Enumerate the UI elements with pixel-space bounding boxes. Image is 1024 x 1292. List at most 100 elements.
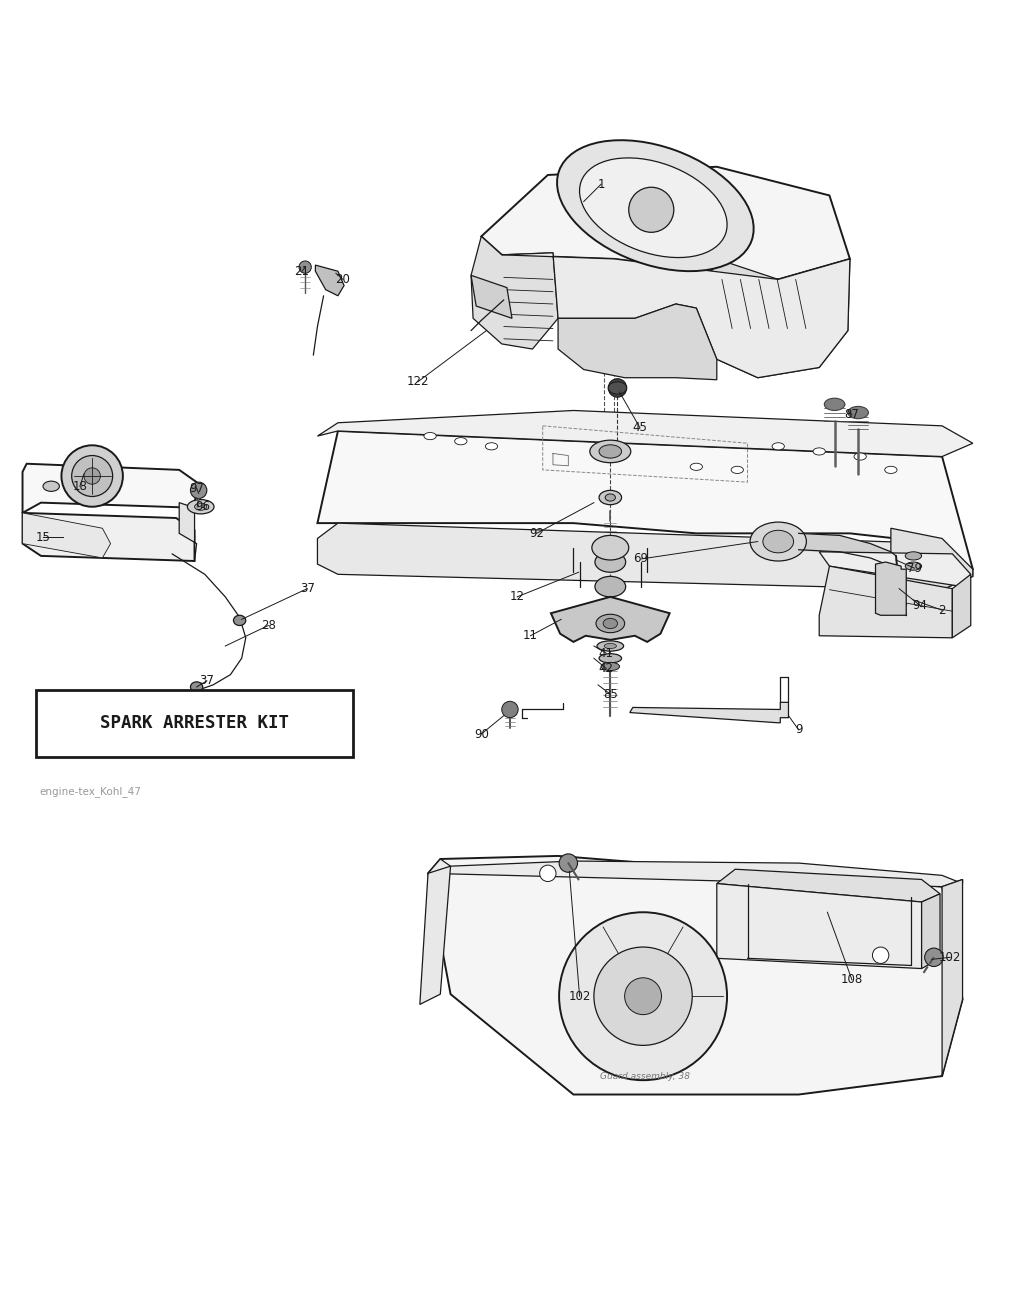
- Polygon shape: [942, 880, 963, 1076]
- Circle shape: [925, 948, 943, 966]
- Text: 41: 41: [599, 647, 613, 660]
- Text: 20: 20: [336, 273, 350, 286]
- Text: 42: 42: [599, 662, 613, 674]
- Ellipse shape: [885, 466, 897, 473]
- Ellipse shape: [878, 593, 903, 609]
- Ellipse shape: [824, 398, 845, 411]
- Polygon shape: [179, 503, 197, 561]
- Text: 94: 94: [912, 598, 927, 611]
- Polygon shape: [317, 523, 973, 589]
- Ellipse shape: [596, 614, 625, 633]
- Ellipse shape: [599, 444, 622, 459]
- Polygon shape: [551, 597, 670, 642]
- Text: engine-tex_Kohl_47: engine-tex_Kohl_47: [39, 786, 140, 797]
- Text: 85: 85: [603, 687, 617, 700]
- Polygon shape: [471, 275, 512, 318]
- Text: 102: 102: [568, 990, 591, 1003]
- Circle shape: [190, 482, 207, 499]
- Text: 87: 87: [845, 408, 859, 421]
- Polygon shape: [717, 884, 922, 969]
- Ellipse shape: [43, 481, 59, 491]
- Ellipse shape: [603, 619, 617, 629]
- Text: 97: 97: [189, 482, 204, 495]
- Ellipse shape: [424, 433, 436, 439]
- Ellipse shape: [905, 552, 922, 559]
- Polygon shape: [420, 866, 451, 1004]
- Text: 122: 122: [407, 375, 429, 389]
- Ellipse shape: [597, 641, 624, 651]
- Polygon shape: [471, 236, 558, 349]
- Text: 12: 12: [510, 590, 524, 603]
- Text: 11: 11: [523, 629, 538, 642]
- Circle shape: [72, 456, 113, 496]
- Text: 2: 2: [938, 603, 946, 616]
- Polygon shape: [317, 411, 973, 456]
- Circle shape: [872, 947, 889, 964]
- Ellipse shape: [854, 453, 866, 460]
- Polygon shape: [696, 258, 850, 377]
- Text: 15: 15: [36, 531, 50, 544]
- Text: 92: 92: [529, 527, 544, 540]
- Ellipse shape: [731, 466, 743, 473]
- Text: 21: 21: [295, 265, 309, 278]
- Text: 9: 9: [795, 724, 803, 736]
- Ellipse shape: [763, 530, 794, 553]
- Ellipse shape: [848, 407, 868, 419]
- Text: 29: 29: [216, 724, 230, 736]
- Polygon shape: [317, 432, 973, 589]
- Circle shape: [608, 379, 627, 397]
- Text: 79: 79: [907, 562, 922, 575]
- Text: 28: 28: [261, 619, 275, 632]
- Polygon shape: [23, 513, 195, 561]
- Ellipse shape: [455, 438, 467, 444]
- Ellipse shape: [690, 464, 702, 470]
- Circle shape: [540, 866, 556, 881]
- Ellipse shape: [601, 663, 620, 671]
- Ellipse shape: [233, 615, 246, 625]
- Ellipse shape: [905, 562, 922, 570]
- Circle shape: [559, 854, 578, 872]
- Polygon shape: [819, 552, 971, 587]
- Ellipse shape: [608, 382, 627, 394]
- Circle shape: [61, 446, 123, 506]
- Ellipse shape: [772, 443, 784, 450]
- Polygon shape: [502, 253, 850, 377]
- Text: SPARK ARRESTER KIT: SPARK ARRESTER KIT: [100, 713, 289, 731]
- Polygon shape: [558, 304, 717, 380]
- Circle shape: [299, 261, 311, 274]
- Text: Guard assembly, 38: Guard assembly, 38: [600, 1071, 690, 1080]
- Ellipse shape: [195, 503, 207, 510]
- Ellipse shape: [599, 491, 622, 505]
- Text: 102: 102: [939, 951, 962, 964]
- Text: 69: 69: [634, 553, 648, 566]
- Polygon shape: [891, 528, 973, 589]
- Ellipse shape: [604, 643, 616, 649]
- Polygon shape: [819, 566, 952, 638]
- Polygon shape: [876, 562, 906, 615]
- Circle shape: [502, 702, 518, 717]
- Ellipse shape: [750, 522, 807, 561]
- Polygon shape: [630, 703, 788, 722]
- Ellipse shape: [580, 158, 727, 257]
- Text: 90: 90: [474, 727, 488, 740]
- Text: 108: 108: [841, 973, 863, 986]
- Polygon shape: [428, 855, 963, 1094]
- Polygon shape: [23, 464, 197, 513]
- Circle shape: [559, 912, 727, 1080]
- Ellipse shape: [595, 552, 626, 572]
- Ellipse shape: [592, 535, 629, 559]
- Ellipse shape: [813, 448, 825, 455]
- Text: 18: 18: [73, 479, 87, 492]
- Polygon shape: [315, 265, 344, 296]
- Ellipse shape: [595, 576, 626, 597]
- Circle shape: [594, 947, 692, 1045]
- Polygon shape: [922, 894, 940, 969]
- Polygon shape: [428, 859, 963, 886]
- Polygon shape: [481, 167, 850, 279]
- Ellipse shape: [187, 500, 214, 514]
- Ellipse shape: [557, 141, 754, 271]
- Polygon shape: [717, 870, 940, 902]
- Text: 1: 1: [597, 178, 605, 191]
- Ellipse shape: [599, 654, 622, 663]
- Polygon shape: [23, 513, 111, 558]
